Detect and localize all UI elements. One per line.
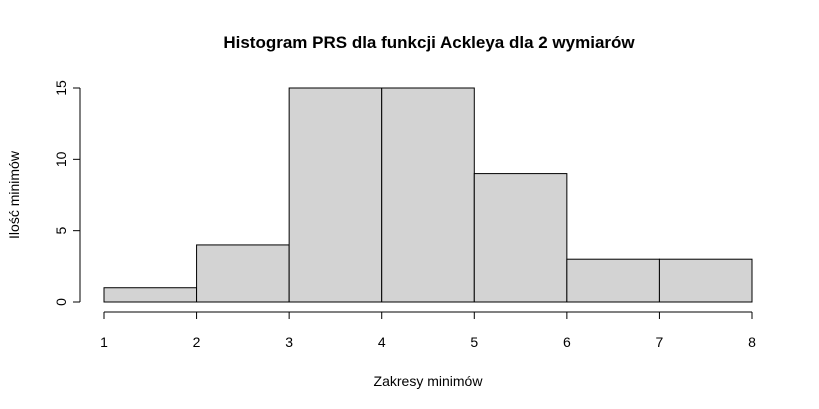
histogram-bar [103, 287, 198, 303]
bars-group [103, 87, 753, 303]
histogram-bar [658, 258, 753, 303]
histogram-bar [288, 87, 383, 303]
y-tick-label: 10 [53, 151, 69, 167]
histogram-bar [566, 258, 660, 303]
x-tick-label: 3 [285, 334, 293, 350]
y-axis: 0 5 10 15 [53, 80, 81, 306]
x-axis-label: Zakresy minimów [374, 373, 484, 389]
x-tick-label: 6 [563, 334, 571, 350]
y-tick-label: 0 [53, 298, 69, 306]
y-tick-label: 15 [53, 80, 69, 96]
x-tick-label: 8 [748, 334, 756, 350]
x-axis: 1 2 3 4 5 6 7 8 [100, 311, 756, 350]
chart-title: Histogram PRS dla funkcji Ackleya dla 2 … [223, 33, 635, 52]
x-tick-label: 7 [656, 334, 664, 350]
x-tick-label: 4 [378, 334, 386, 350]
x-tick-label: 2 [193, 334, 201, 350]
histogram-bar [473, 173, 568, 303]
x-tick-label: 1 [100, 334, 108, 350]
histogram-bar [196, 244, 290, 303]
y-tick-label: 5 [53, 227, 69, 235]
x-tick-label: 5 [470, 334, 478, 350]
histogram-bar [381, 87, 475, 303]
y-axis-label: Ilość minimów [6, 150, 22, 239]
